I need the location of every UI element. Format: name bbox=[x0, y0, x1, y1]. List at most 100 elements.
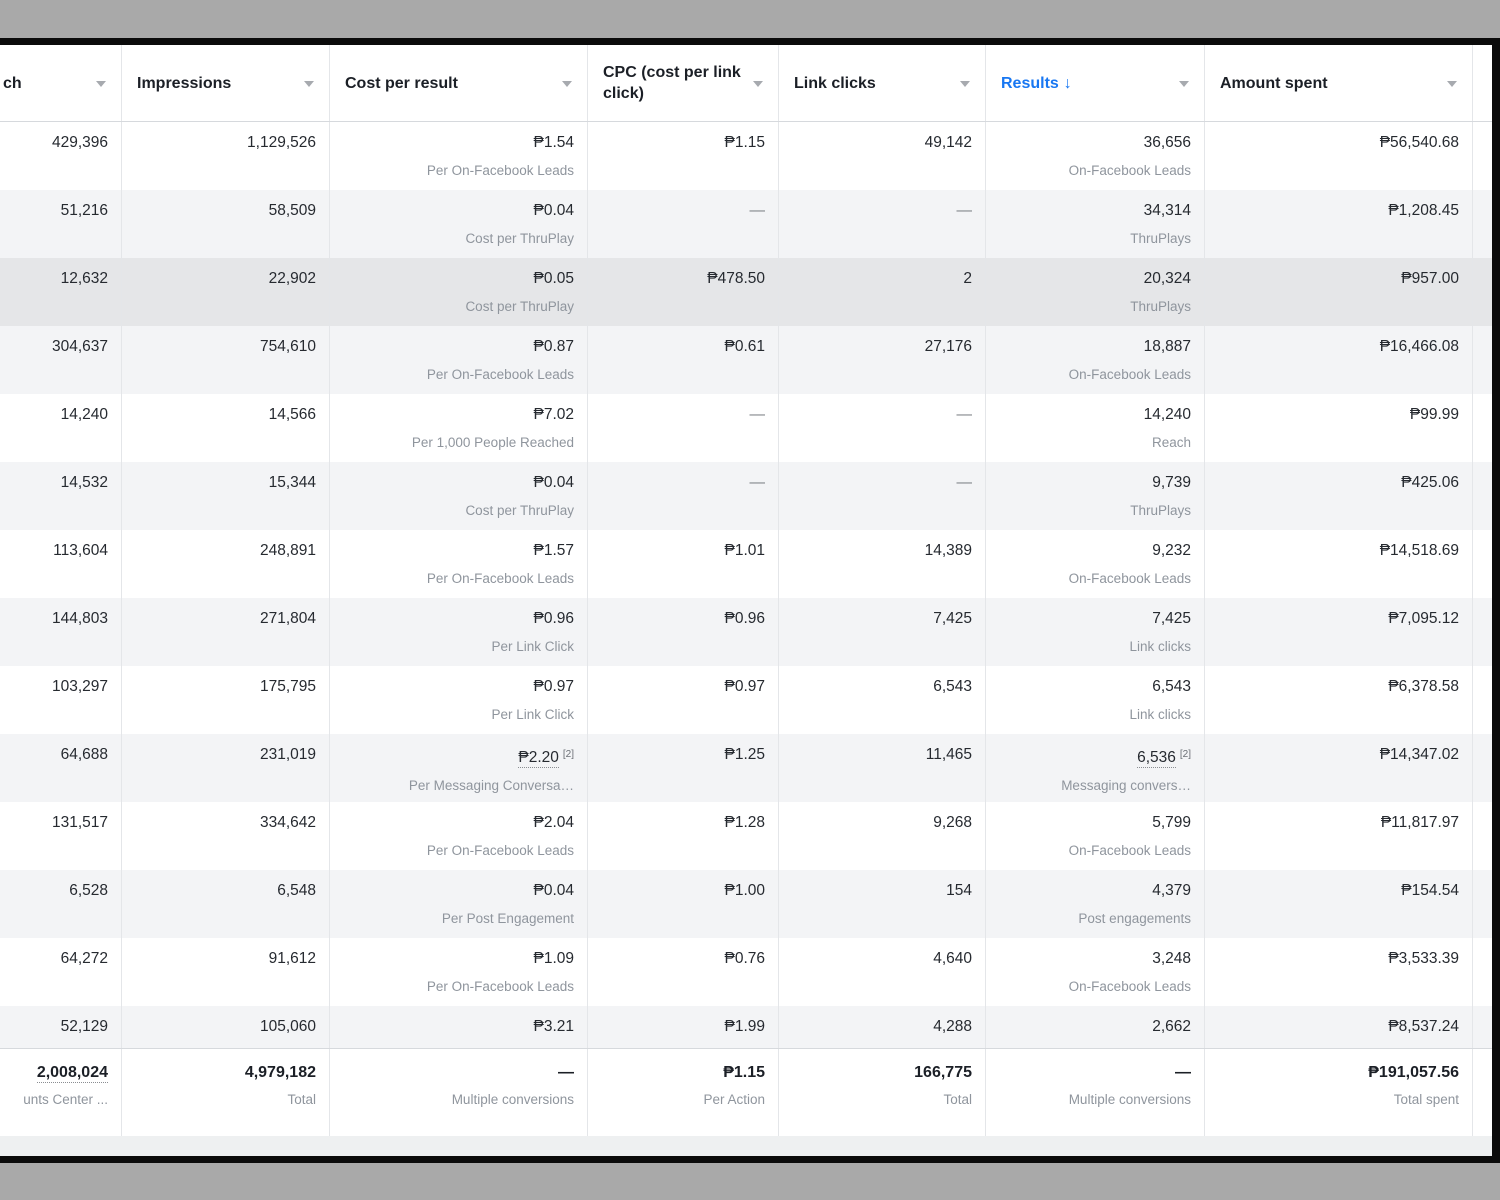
amount-spent-cell: ₱3,533.39 bbox=[1205, 938, 1473, 1006]
impressions-value: 175,795 bbox=[259, 678, 316, 695]
cpc-value: ₱1.01 bbox=[724, 542, 765, 559]
sort-caret-icon[interactable] bbox=[304, 81, 314, 87]
amount-spent-value: ₱425.06 bbox=[1401, 474, 1459, 491]
sort-caret-icon[interactable] bbox=[1179, 81, 1189, 87]
horizontal-scrollbar-track[interactable] bbox=[0, 1136, 1492, 1156]
sort-caret-icon[interactable] bbox=[960, 81, 970, 87]
amount-spent-cell: ₱154.54 bbox=[1205, 870, 1473, 938]
totals-link-clicks-value: 166,775 bbox=[914, 1064, 972, 1081]
cost-per-result-cell: ₱0.05 Cost per ThruPlay bbox=[330, 258, 588, 326]
results-cell: 9,739 ThruPlays bbox=[986, 462, 1205, 530]
results-value: 20,324 bbox=[1143, 270, 1191, 287]
column-header-results[interactable]: Results ↓ bbox=[986, 45, 1205, 121]
column-header-cpc[interactable]: CPC (cost per link click) bbox=[588, 45, 779, 121]
window-frame-right bbox=[1492, 38, 1500, 1163]
amount-spent-cell: ₱957.00 bbox=[1205, 258, 1473, 326]
cpc-cell: ₱0.61 bbox=[588, 326, 779, 394]
table-row[interactable]: 14,532 15,344 ₱0.04 Cost per ThruPlay — … bbox=[0, 462, 1492, 530]
column-header-cost-per-result[interactable]: Cost per result bbox=[330, 45, 588, 121]
totals-link-clicks-cell: 166,775 Total bbox=[779, 1049, 986, 1136]
column-header-link-clicks-label: Link clicks bbox=[794, 74, 876, 92]
amount-spent-value: ₱11,817.97 bbox=[1380, 814, 1459, 831]
cpc-value: ₱478.50 bbox=[707, 270, 765, 287]
cpc-cell: ₱1.25 bbox=[588, 734, 779, 802]
reach-cell: 131,517 bbox=[0, 802, 122, 870]
results-cell: 36,656 On-Facebook Leads bbox=[986, 122, 1205, 190]
reach-value: 113,604 bbox=[53, 542, 108, 559]
cost-per-result-cell: ₱2.04 Per On-Facebook Leads bbox=[330, 802, 588, 870]
impressions-value: 231,019 bbox=[259, 746, 316, 763]
sort-caret-icon[interactable] bbox=[753, 81, 763, 87]
results-value: 9,739 bbox=[1152, 474, 1191, 491]
reach-value: 103,297 bbox=[51, 678, 108, 695]
totals-reach-value[interactable]: 2,008,024 bbox=[36, 1064, 108, 1083]
cpc-cell: ₱0.97 bbox=[588, 666, 779, 734]
table-row[interactable]: 52,129 105,060 ₱3.21 ₱1.99 4,288 2,662 ₱… bbox=[0, 1006, 1492, 1048]
table-row[interactable]: 64,688 231,019 ₱2.20 [2] Per Messaging Co… bbox=[0, 734, 1492, 802]
row-sliver bbox=[1473, 190, 1492, 258]
cpc-value: ₱0.97 bbox=[724, 678, 765, 695]
results-cell: 6,543 Link clicks bbox=[986, 666, 1205, 734]
cost-per-result-sublabel: Per 1,000 People Reached bbox=[411, 435, 574, 450]
column-header-reach[interactable]: ch bbox=[0, 45, 122, 121]
table-row[interactable]: 429,396 1,129,526 ₱1.54 Per On-Facebook … bbox=[0, 122, 1492, 190]
sort-descending-arrow-icon: ↓ bbox=[1063, 74, 1072, 92]
table-row[interactable]: 131,517 334,642 ₱2.04 Per On-Facebook Le… bbox=[0, 802, 1492, 870]
table-row[interactable]: 113,604 248,891 ₱1.57 Per On-Facebook Le… bbox=[0, 530, 1492, 598]
results-value[interactable]: 6,536 bbox=[1137, 749, 1176, 768]
totals-reach-sublabel: unts Center ... bbox=[23, 1092, 108, 1107]
table-row[interactable]: 6,528 6,548 ₱0.04 Per Post Engagement ₱1… bbox=[0, 870, 1492, 938]
column-header-link-clicks[interactable]: Link clicks bbox=[779, 45, 986, 121]
cost-per-result-sublabel: Per Link Click bbox=[491, 707, 574, 722]
column-header-results-label: Results bbox=[1001, 74, 1059, 92]
totals-impressions-value: 4,979,182 bbox=[244, 1064, 316, 1081]
table-row[interactable]: 64,272 91,612 ₱1.09 Per On-Facebook Lead… bbox=[0, 938, 1492, 1006]
results-sublabel: Reach bbox=[1151, 435, 1191, 450]
link-clicks-value: 7,425 bbox=[933, 610, 972, 627]
row-sliver bbox=[1473, 802, 1492, 870]
table-row[interactable]: 144,803 271,804 ₱0.96 Per Link Click ₱0.… bbox=[0, 598, 1492, 666]
cost-per-result-sublabel: Per On-Facebook Leads bbox=[426, 843, 574, 858]
amount-spent-value: ₱16,466.08 bbox=[1379, 338, 1459, 355]
table-row[interactable]: 12,632 22,902 ₱0.05 Cost per ThruPlay ₱4… bbox=[0, 258, 1492, 326]
cost-per-result-sublabel: Per On-Facebook Leads bbox=[426, 571, 574, 586]
cost-per-result-value: ₱0.04 bbox=[533, 202, 574, 219]
cpc-value: — bbox=[749, 474, 766, 491]
cpc-value: ₱1.28 bbox=[724, 814, 765, 831]
cpc-value: ₱1.25 bbox=[724, 746, 765, 763]
table-row[interactable]: 103,297 175,795 ₱0.97 Per Link Click ₱0.… bbox=[0, 666, 1492, 734]
results-sublabel: Messaging convers… bbox=[1061, 778, 1191, 793]
sort-caret-icon[interactable] bbox=[96, 81, 106, 87]
reach-value: 14,532 bbox=[60, 474, 108, 491]
totals-cpc-cell: ₱1.15 Per Action bbox=[588, 1049, 779, 1136]
cost-per-result-cell: ₱0.04 Cost per ThruPlay bbox=[330, 190, 588, 258]
reach-cell: 113,604 bbox=[0, 530, 122, 598]
cost-per-result-value: ₱7.02 bbox=[533, 406, 574, 423]
sort-caret-icon[interactable] bbox=[1447, 81, 1457, 87]
totals-cost-per-result-sublabel: Multiple conversions bbox=[451, 1092, 574, 1107]
reach-value: 131,517 bbox=[51, 814, 108, 831]
totals-results-value: — bbox=[1175, 1064, 1191, 1081]
table-row[interactable]: 14,240 14,566 ₱7.02 Per 1,000 People Rea… bbox=[0, 394, 1492, 462]
results-value: 4,379 bbox=[1152, 882, 1191, 899]
cost-per-result-value[interactable]: ₱2.20 bbox=[518, 749, 559, 768]
column-header-amount-spent[interactable]: Amount spent bbox=[1205, 45, 1473, 121]
results-value: 36,656 bbox=[1143, 134, 1191, 151]
table-row[interactable]: 51,216 58,509 ₱0.04 Cost per ThruPlay — … bbox=[0, 190, 1492, 258]
results-value: 9,232 bbox=[1152, 542, 1191, 559]
link-clicks-value: 27,176 bbox=[924, 338, 972, 355]
column-header-cpc-label: CPC (cost per link click) bbox=[603, 64, 741, 102]
reach-value: 429,396 bbox=[51, 134, 108, 151]
row-sliver bbox=[1473, 598, 1492, 666]
sort-caret-icon[interactable] bbox=[562, 81, 572, 87]
link-clicks-cell: — bbox=[779, 190, 986, 258]
results-cell: 5,799 On-Facebook Leads bbox=[986, 802, 1205, 870]
cost-per-result-value: ₱0.96 bbox=[533, 610, 574, 627]
reach-cell: 6,528 bbox=[0, 870, 122, 938]
impressions-cell: 58,509 bbox=[122, 190, 330, 258]
cpc-cell: ₱1.01 bbox=[588, 530, 779, 598]
amount-spent-value: ₱14,518.69 bbox=[1379, 542, 1459, 559]
column-header-impressions[interactable]: Impressions bbox=[122, 45, 330, 121]
table-row[interactable]: 304,637 754,610 ₱0.87 Per On-Facebook Le… bbox=[0, 326, 1492, 394]
cost-per-result-sublabel: Cost per ThruPlay bbox=[465, 503, 574, 518]
